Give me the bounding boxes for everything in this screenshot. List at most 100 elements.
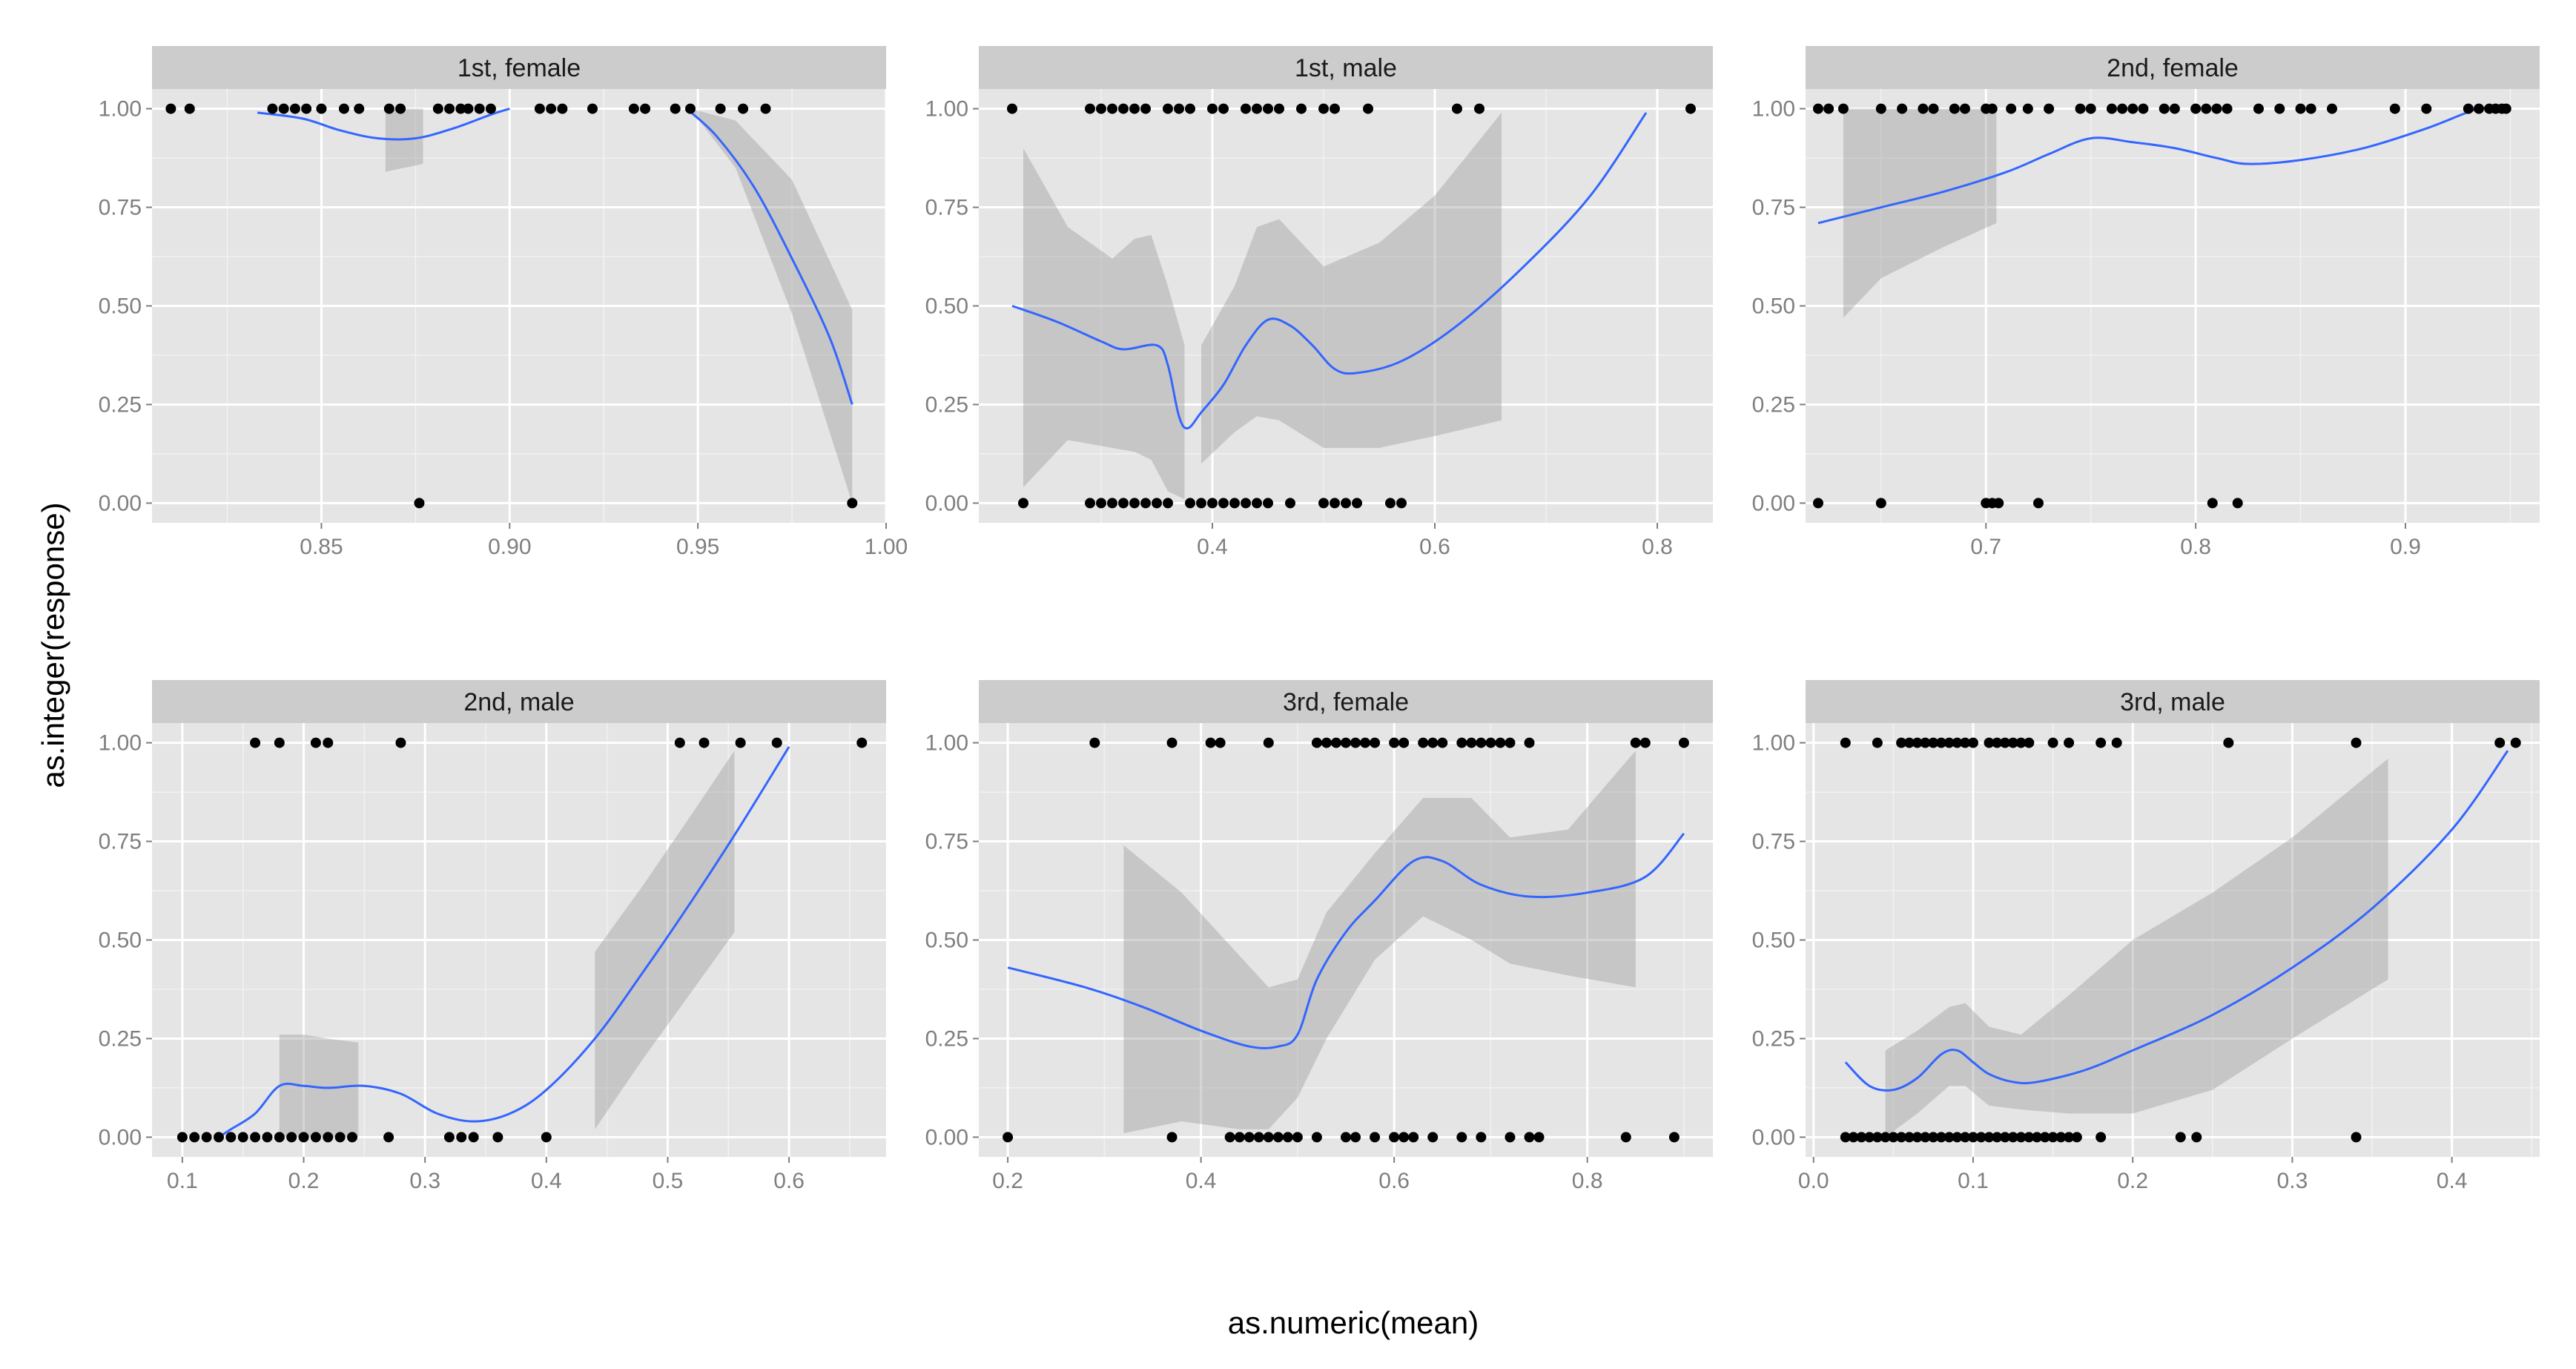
y-tick-label: 0.50 [925, 294, 968, 319]
panel-plot-area [257, 108, 853, 504]
data-point [338, 103, 349, 114]
data-point [1311, 737, 1322, 748]
facet-strip [152, 680, 886, 723]
data-point [1003, 1132, 1014, 1143]
y-tick-label: 0.75 [99, 830, 142, 854]
data-point [2253, 103, 2264, 114]
data-point [1949, 103, 1960, 114]
data-point [2190, 103, 2202, 114]
data-point [2047, 1132, 2058, 1143]
data-point [1984, 1132, 1995, 1143]
data-point [2117, 103, 2128, 114]
data-point [1959, 103, 1970, 114]
smooth-line [257, 108, 510, 141]
confidence-ribbon [1023, 148, 1185, 500]
data-point [2007, 1132, 2018, 1143]
data-point [1639, 737, 1651, 748]
y-tick-label: 1.00 [925, 731, 968, 756]
data-point [1427, 737, 1439, 748]
data-point [1389, 1132, 1400, 1143]
data-point [1975, 1132, 1987, 1143]
data-point [395, 737, 406, 748]
facet-strip [1806, 680, 2540, 723]
data-point [225, 1132, 237, 1143]
data-point [278, 103, 289, 114]
data-point [1263, 498, 1273, 509]
data-point [2138, 103, 2149, 114]
data-point [541, 1132, 552, 1143]
data-point [2169, 103, 2180, 114]
data-point [1903, 1132, 1915, 1143]
data-point [1118, 498, 1129, 509]
data-point [628, 103, 639, 114]
data-point [1840, 737, 1851, 748]
data-point [2305, 103, 2316, 114]
data-point [1992, 737, 2003, 748]
data-point [1140, 498, 1151, 509]
y-tick-label: 0.00 [925, 1125, 968, 1149]
data-point [2047, 737, 2058, 748]
data-point [1229, 498, 1240, 509]
data-point [1896, 1132, 1907, 1143]
data-point [1952, 1132, 1963, 1143]
confidence-ribbon [1123, 751, 1636, 1134]
data-point [640, 103, 651, 114]
data-point [1207, 498, 1218, 509]
data-point [1241, 498, 1251, 509]
smooth-line [1844, 750, 2509, 1092]
data-point [738, 103, 749, 114]
x-tick-label: 0.4 [531, 1169, 562, 1193]
x-tick-label: 0.2 [992, 1169, 1023, 1193]
data-point [1920, 737, 1931, 748]
facet-panel: 2nd, male 0.1 0.2 0.3 0.4 0.5 0.6 0.00 0.25 0.50 0… [99, 680, 886, 1193]
facet-panel: 2nd, female 0.7 0.8 0.9 0.00 0.25 0.50 0.75 1.00 [1752, 46, 2540, 559]
y-tick-label: 0.00 [1752, 491, 1795, 515]
data-point [2473, 103, 2484, 114]
y-tick-label: 0.50 [925, 928, 968, 953]
data-point [2064, 737, 2075, 748]
data-point [2500, 103, 2511, 114]
data-point [1089, 737, 1100, 748]
data-point [856, 737, 868, 748]
data-point [2015, 1132, 2027, 1143]
data-point [1505, 737, 1516, 748]
smooth-line [1011, 112, 1648, 430]
data-point [674, 737, 685, 748]
data-point [1864, 1132, 1875, 1143]
data-point [274, 737, 285, 748]
data-point [2191, 1132, 2202, 1143]
data-point [2039, 1132, 2050, 1143]
data-point [463, 103, 474, 114]
data-point [1408, 1132, 1419, 1143]
data-point [2106, 103, 2117, 114]
data-point [2510, 737, 2521, 748]
data-point [1935, 737, 1946, 748]
data-point [1848, 1132, 1859, 1143]
data-point [298, 1132, 309, 1143]
data-point [1107, 498, 1117, 509]
data-point [1252, 103, 1262, 114]
data-point [2463, 103, 2474, 114]
data-point [1823, 103, 1834, 114]
y-tick-label: 0.75 [99, 196, 142, 220]
x-tick-label: 0.3 [409, 1169, 440, 1193]
data-point [1129, 103, 1140, 114]
data-point [1912, 1132, 1923, 1143]
data-point [1263, 103, 1273, 114]
data-point [250, 737, 261, 748]
x-tick-label: 0.8 [2180, 535, 2211, 559]
data-point [2022, 103, 2033, 114]
data-point [699, 737, 710, 748]
data-point [534, 103, 545, 114]
panel-plot-area [1817, 106, 2506, 318]
facet-strip-label: 2nd, male [463, 688, 574, 716]
x-tick-label: 1.00 [865, 535, 908, 559]
data-point [1370, 737, 1381, 748]
data-point [1272, 1132, 1284, 1143]
data-point [2326, 103, 2337, 114]
data-point [2055, 1132, 2067, 1143]
x-tick-label: 0.4 [1197, 535, 1228, 559]
data-point [1524, 1132, 1535, 1143]
data-point [316, 103, 327, 114]
data-point [2032, 498, 2044, 509]
